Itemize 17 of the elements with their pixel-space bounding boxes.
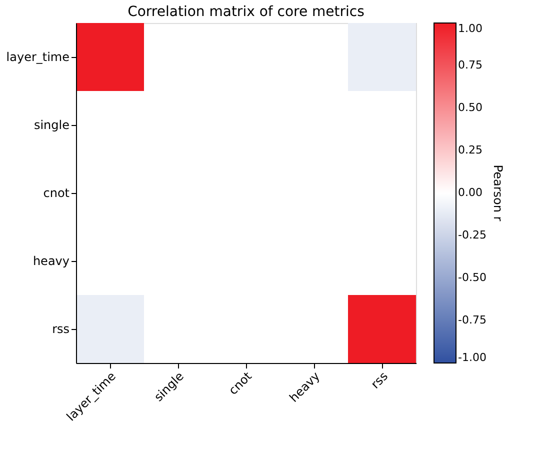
color-bar-label: 1.00: [458, 22, 482, 35]
color-bar-label: 0.50: [458, 101, 482, 114]
y-tick-label: layer_time: [6, 50, 70, 64]
color-bar-label: 0.75: [458, 58, 482, 72]
color-bar-label: -0.75: [458, 314, 486, 326]
color-bar-title: Pearson r: [491, 164, 505, 222]
y-tick-label: single: [34, 118, 70, 132]
color-bar-label: -1.00: [458, 351, 486, 364]
color-bar-label: -0.25: [458, 228, 486, 242]
color-bar-label: 0.00: [458, 186, 482, 199]
color-bar-label: -0.50: [458, 271, 486, 284]
color-bar-label: 0.25: [458, 144, 482, 156]
x-tick-label: rss: [368, 369, 390, 392]
y-tick-label: cnot: [43, 186, 70, 200]
y-tick-label: rss: [52, 322, 70, 336]
chart-title: Correlation matrix of core metrics: [128, 4, 364, 20]
y-tick-label: heavy: [32, 254, 70, 268]
